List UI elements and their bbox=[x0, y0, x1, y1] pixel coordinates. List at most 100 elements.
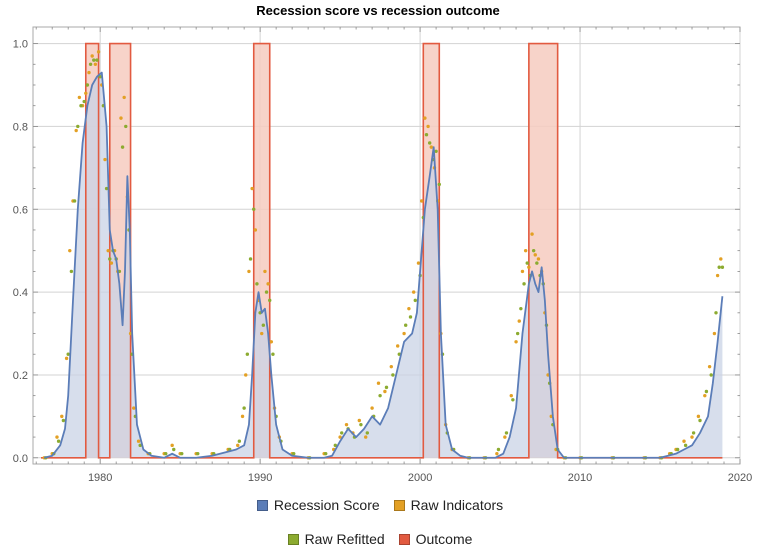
raw-indicators-point bbox=[514, 340, 518, 344]
raw-indicators-point bbox=[260, 331, 264, 336]
raw-refitted-point bbox=[434, 149, 438, 153]
raw-indicators-point bbox=[96, 50, 101, 54]
raw-refitted-point bbox=[720, 265, 725, 269]
recession-score-line bbox=[43, 71, 724, 459]
raw-refitted-point bbox=[698, 418, 702, 423]
raw-indicators-point bbox=[426, 124, 430, 129]
raw-indicators-point bbox=[423, 116, 427, 120]
raw-refitted-point bbox=[72, 199, 77, 203]
raw-indicators-point bbox=[250, 186, 254, 191]
raw-indicators-point bbox=[719, 257, 723, 261]
raw-refitted-point bbox=[237, 439, 242, 443]
raw-indicators-point bbox=[64, 356, 69, 361]
raw-refitted-point bbox=[437, 182, 441, 187]
raw-indicators-point bbox=[536, 257, 541, 261]
raw-refitted-point bbox=[172, 447, 176, 452]
raw-indicators-point bbox=[357, 418, 362, 423]
raw-indicators-point bbox=[60, 414, 64, 419]
raw-refitted-point bbox=[683, 443, 688, 448]
raw-refitted-point bbox=[496, 447, 501, 452]
raw-indicators-point bbox=[84, 91, 88, 95]
raw-refitted-point bbox=[378, 393, 382, 398]
y-tick-label: 0.2 bbox=[13, 370, 28, 382]
raw-indicators-point bbox=[407, 306, 411, 311]
raw-refitted-point bbox=[164, 451, 168, 456]
raw-refitted-point bbox=[82, 99, 86, 104]
raw-refitted-point bbox=[531, 248, 536, 253]
x-tick-label: 1990 bbox=[248, 472, 272, 484]
raw-indicators-point bbox=[132, 406, 136, 410]
raw-indicators-point bbox=[109, 261, 114, 265]
raw-refitted-point bbox=[535, 261, 539, 265]
raw-refitted-point bbox=[69, 269, 74, 274]
raw-indicators-point bbox=[87, 70, 91, 75]
legend-swatch-outcome bbox=[398, 533, 410, 545]
raw-indicators-point bbox=[74, 128, 78, 133]
raw-indicators-point bbox=[136, 439, 141, 443]
legend-label-outcome: Outcome bbox=[415, 531, 473, 547]
raw-indicators-point bbox=[247, 269, 251, 274]
raw-indicators-point bbox=[527, 265, 531, 269]
raw-refitted-point bbox=[138, 443, 142, 448]
raw-indicators-point bbox=[55, 435, 59, 439]
raw-refitted-point bbox=[324, 451, 328, 456]
raw-refitted-point bbox=[108, 257, 112, 261]
raw-indicators-point bbox=[68, 248, 72, 253]
raw-indicators-point bbox=[370, 406, 374, 410]
raw-refitted-point bbox=[709, 373, 713, 377]
raw-refitted-point bbox=[511, 398, 515, 402]
raw-indicators-point bbox=[103, 157, 107, 162]
raw-indicators-point bbox=[509, 393, 513, 398]
raw-indicators-point bbox=[696, 414, 701, 419]
raw-refitted-point bbox=[340, 431, 344, 435]
raw-refitted-point bbox=[261, 323, 266, 327]
raw-refitted-point bbox=[66, 352, 70, 356]
raw-refitted-point bbox=[519, 306, 523, 311]
raw-refitted-point bbox=[61, 418, 66, 423]
raw-indicators-point bbox=[344, 422, 349, 427]
raw-indicators-point bbox=[77, 95, 82, 100]
raw-refitted-point bbox=[85, 83, 90, 87]
raw-indicators-point bbox=[495, 451, 499, 456]
raw-refitted-point bbox=[56, 439, 61, 443]
plot-area: 1980 1990 2000 2010 2020 0.0 0.2 0.4 0.6 0.8 1.0 bbox=[13, 26, 752, 484]
raw-indicators-point bbox=[90, 54, 94, 58]
raw-refitted-point bbox=[691, 431, 696, 435]
raw-refitted-point bbox=[408, 315, 413, 319]
raw-indicators-point bbox=[240, 414, 245, 419]
raw-refitted-point bbox=[384, 385, 389, 390]
raw-refitted-point bbox=[515, 331, 520, 336]
raw-refitted-point bbox=[95, 58, 99, 62]
legend-item-outcome: Outcome bbox=[398, 531, 473, 547]
legend-row-2: Raw Refitted Outcome bbox=[0, 531, 760, 548]
raw-indicators-point bbox=[122, 95, 126, 100]
raw-indicators-point bbox=[411, 290, 416, 294]
x-tick-label: 2000 bbox=[408, 472, 432, 484]
raw-indicators-point bbox=[703, 393, 707, 398]
raw-refitted-point bbox=[271, 352, 275, 356]
legend-item-raw-indicators: Raw Indicators bbox=[393, 497, 503, 513]
x-tick-label: 1980 bbox=[88, 472, 112, 484]
raw-indicators-point bbox=[523, 248, 528, 253]
raw-indicators-point bbox=[533, 253, 537, 257]
raw-refitted-point bbox=[413, 298, 417, 303]
raw-refitted-point bbox=[124, 124, 128, 129]
legend-swatch-raw-indicators bbox=[393, 499, 405, 511]
raw-refitted-point bbox=[365, 431, 370, 435]
legend-item-recession-score: Recession Score bbox=[256, 497, 380, 513]
raw-refitted-point bbox=[196, 451, 200, 456]
raw-indicators-point bbox=[170, 443, 174, 448]
raw-refitted-point bbox=[504, 431, 509, 435]
raw-indicators-point bbox=[682, 439, 686, 443]
plot-frame bbox=[32, 26, 741, 465]
raw-indicators-point bbox=[253, 228, 258, 232]
raw-refitted-point bbox=[242, 406, 246, 410]
raw-refitted-point bbox=[675, 447, 680, 452]
raw-indicators-point bbox=[419, 199, 424, 203]
raw-indicators-point bbox=[106, 248, 110, 253]
raw-indicators-point bbox=[119, 116, 123, 120]
legend-label-recession-score: Recession Score bbox=[273, 497, 380, 513]
x-tick-label: 2020 bbox=[728, 472, 752, 484]
raw-refitted-point bbox=[427, 141, 432, 145]
